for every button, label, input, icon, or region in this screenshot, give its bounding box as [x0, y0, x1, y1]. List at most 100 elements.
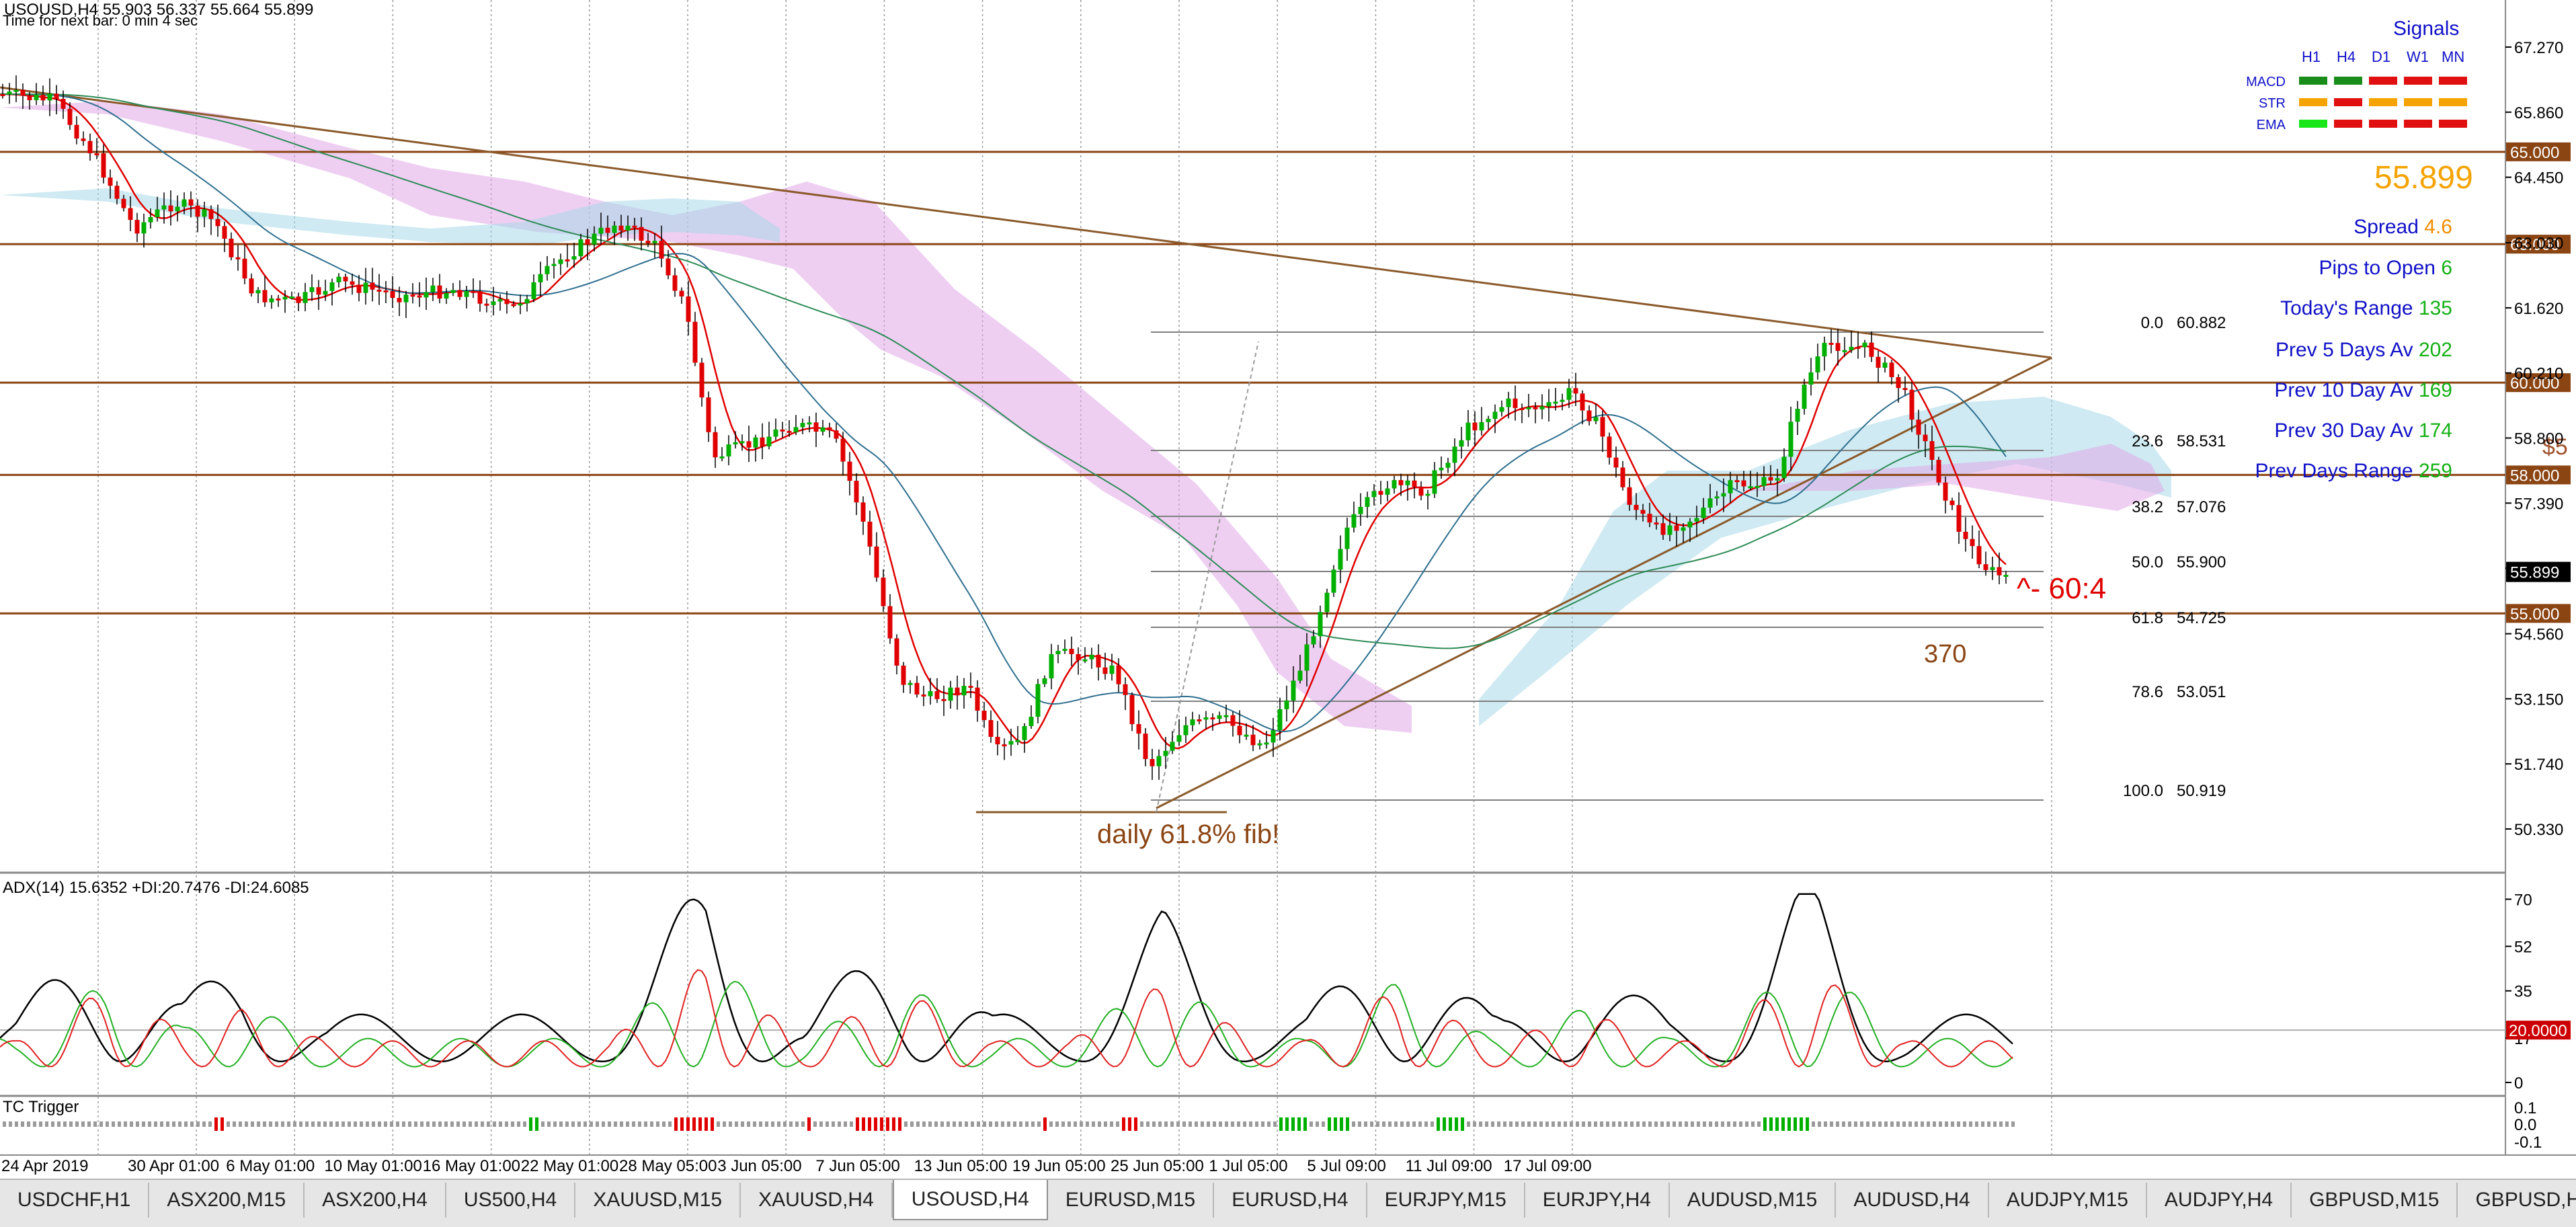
- symbol-tab[interactable]: GBPUSD,M15: [2292, 1183, 2458, 1218]
- symbol-tab[interactable]: AUDUSD,H4: [1836, 1183, 1989, 1218]
- candle-body: [1775, 478, 1780, 481]
- tc-bar: [1939, 1121, 1942, 1127]
- candle-body: [336, 276, 341, 282]
- tc-bar: [75, 1121, 79, 1127]
- candle-body: [61, 98, 66, 109]
- candle-body: [134, 220, 140, 234]
- tc-bar: [1437, 1117, 1440, 1131]
- time-axis[interactable]: 24 Apr 2019 30 Apr 01:00 6 May 01:00 10 May…: [1, 1157, 1592, 1175]
- tc-bar: [1987, 1121, 1990, 1127]
- tc-bar: [614, 1121, 617, 1127]
- tc-bar: [1618, 1121, 1621, 1127]
- candle-body: [1869, 342, 1874, 357]
- tc-bar: [547, 1121, 551, 1127]
- tc-bar: [741, 1121, 744, 1127]
- tc-bar: [1697, 1121, 1700, 1127]
- symbol-tab[interactable]: AUDJPY,M15: [1989, 1183, 2147, 1218]
- candle-body: [1230, 715, 1236, 726]
- candle-body: [733, 442, 738, 445]
- candle-body: [1654, 522, 1659, 525]
- tc-bar: [1273, 1121, 1277, 1127]
- symbol-tab[interactable]: EURJPY,M15: [1367, 1183, 1525, 1218]
- candle-body: [1062, 649, 1068, 651]
- tc-bar: [1461, 1117, 1464, 1131]
- price-tick-label: 58.800: [2514, 430, 2563, 448]
- tc-bar: [493, 1121, 496, 1127]
- tc-bar: [1479, 1121, 1482, 1127]
- candle-body: [1291, 680, 1296, 701]
- tc-bar: [1781, 1117, 1785, 1131]
- tc-bar: [1025, 1121, 1029, 1127]
- tc-bar: [1921, 1121, 1924, 1127]
- info-value: 135: [2419, 297, 2452, 319]
- tc-bar: [1763, 1117, 1767, 1131]
- signal-indicator: [2299, 98, 2327, 106]
- candle-body: [1842, 350, 1847, 352]
- tc-bar: [384, 1121, 387, 1127]
- tc-bar: [239, 1121, 242, 1127]
- tc-bar: [995, 1121, 998, 1127]
- candle-body: [1129, 695, 1135, 725]
- candle-body: [390, 290, 395, 299]
- tc-bar: [1279, 1117, 1283, 1131]
- mid-moving-average: [0, 93, 2007, 733]
- tc-bar: [1806, 1117, 1809, 1131]
- symbol-tab[interactable]: USDCHF,H1: [0, 1183, 150, 1218]
- candle-body: [632, 225, 637, 228]
- price-axis[interactable]: 65.000 63.000 60.000 58.000 55.000 67.270 65.8…: [2505, 39, 2571, 839]
- symbol-tab[interactable]: ASX200,M15: [149, 1183, 305, 1218]
- candle-body: [1055, 651, 1061, 654]
- tc-bar: [299, 1121, 303, 1127]
- tc-bar: [317, 1121, 321, 1127]
- candle-body: [645, 241, 651, 243]
- symbol-tab[interactable]: EURJPY,H4: [1525, 1183, 1670, 1218]
- tc-bar: [620, 1121, 623, 1127]
- symbol-tab[interactable]: XAUUSD,H4: [741, 1183, 893, 1218]
- tc-bar: [965, 1121, 968, 1127]
- symbol-tab[interactable]: GBPUSD,H4: [2458, 1183, 2576, 1218]
- candle-body: [1358, 506, 1363, 514]
- candle-body: [820, 427, 826, 432]
- symbol-tab[interactable]: XAUUSD,M15: [575, 1183, 741, 1218]
- price-tick-label: 61.620: [2514, 300, 2563, 318]
- cloud-bullish: [1479, 397, 2171, 726]
- tc-bar: [1001, 1121, 1004, 1127]
- symbol-tab[interactable]: EURUSD,H4: [1214, 1183, 1367, 1218]
- candle-body: [1808, 372, 1814, 385]
- candle-body: [558, 259, 563, 264]
- symbol-tab[interactable]: ASX200,H4: [305, 1183, 446, 1218]
- tc-bar: [1376, 1121, 1379, 1127]
- price-chart[interactable]: 0.0 60.882 23.6 58.531 38.2 57.076 50.0 55.900 6…: [0, 0, 2576, 1179]
- fib-pct-label: 100.0: [2123, 782, 2163, 800]
- tc-bar: [1134, 1117, 1137, 1131]
- symbol-tab[interactable]: AUDUSD,M15: [1670, 1183, 1837, 1218]
- tc-bar: [1182, 1121, 1186, 1127]
- adx-line: [0, 893, 2013, 1063]
- symbol-tab[interactable]: EURUSD,M15: [1048, 1183, 1215, 1218]
- tc-bar: [414, 1121, 417, 1127]
- info-value: 6: [2441, 257, 2452, 279]
- candle-body: [1150, 758, 1155, 766]
- tc-bar: [1140, 1121, 1143, 1127]
- tc-bar: [1382, 1121, 1385, 1127]
- tc-bar: [1600, 1121, 1603, 1127]
- tc-bar: [408, 1121, 411, 1127]
- symbol-tab[interactable]: USOUSD,H4: [892, 1180, 1048, 1220]
- tc-bar: [813, 1121, 817, 1127]
- tc-bar: [626, 1121, 629, 1127]
- candle-body: [1102, 667, 1108, 674]
- signal-indicator: [2334, 98, 2362, 106]
- symbol-tab[interactable]: US500,H4: [446, 1183, 576, 1218]
- tc-bar: [1388, 1121, 1392, 1127]
- candle-body: [834, 430, 839, 439]
- symbol-tab[interactable]: AUDJPY,H4: [2147, 1183, 2292, 1218]
- candle-body: [625, 225, 631, 231]
- candle-body: [1082, 659, 1088, 662]
- tc-bar: [1515, 1121, 1519, 1127]
- candle-body: [1707, 498, 1713, 508]
- candle-body: [585, 239, 590, 245]
- candle-body: [612, 225, 617, 233]
- candle-body: [67, 108, 73, 125]
- candle-body: [1116, 665, 1121, 684]
